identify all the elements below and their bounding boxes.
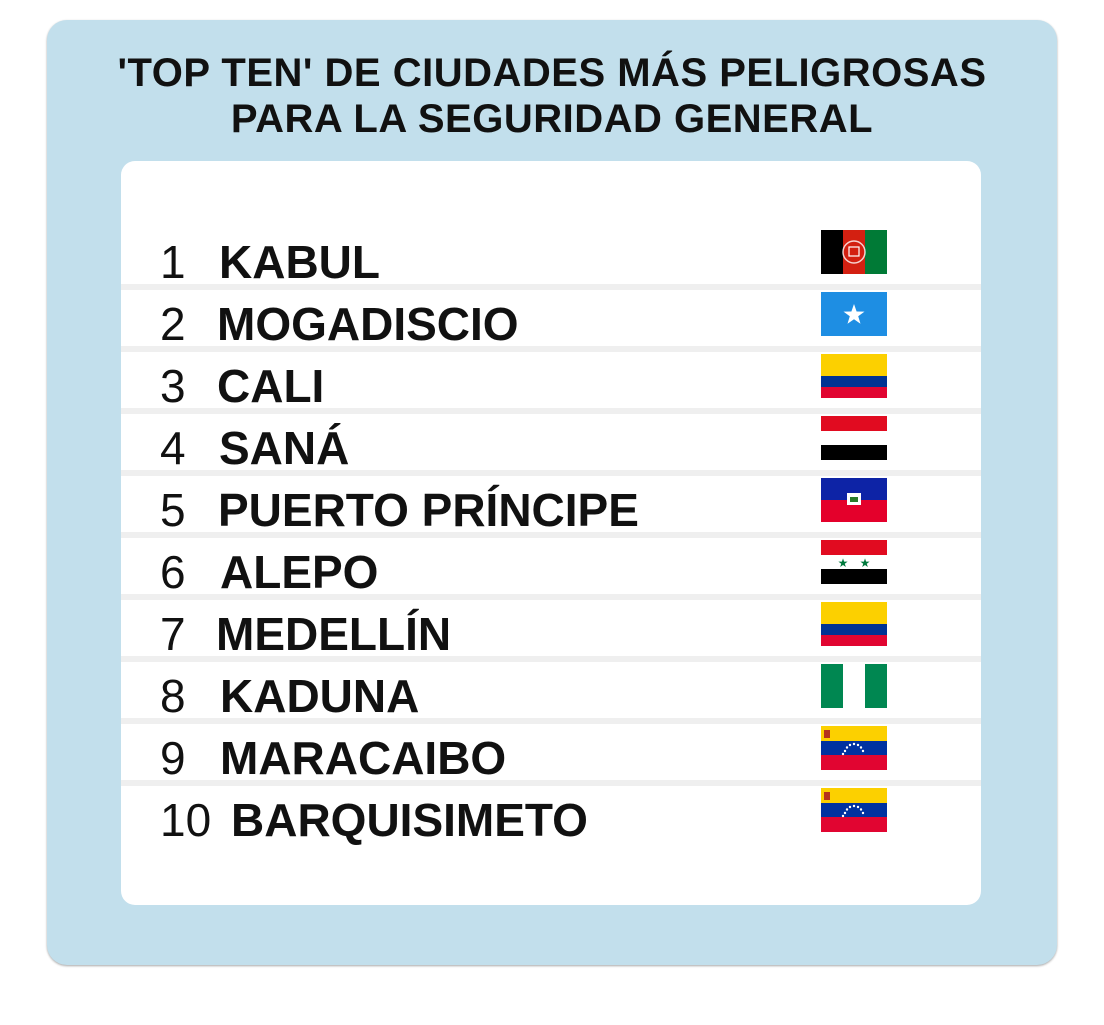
row-separator bbox=[121, 656, 981, 662]
haiti-flag-icon bbox=[821, 478, 887, 522]
nigeria-flag-icon bbox=[821, 664, 887, 708]
rank-number: 2 bbox=[160, 298, 186, 350]
row-separator bbox=[121, 408, 981, 414]
yemen-flag-icon bbox=[821, 416, 887, 460]
city-name: MEDELLÍN bbox=[216, 608, 452, 660]
ranking-row: 2 MOGADISCIO bbox=[121, 290, 981, 352]
row-separator bbox=[121, 470, 981, 476]
rank-number: 9 bbox=[160, 732, 186, 784]
row-separator bbox=[121, 532, 981, 538]
city-name: KADUNA bbox=[220, 670, 420, 722]
syria-flag-icon: ★ ★ bbox=[821, 540, 887, 584]
ranking-row: 3 CALI bbox=[121, 352, 981, 414]
rank-number: 5 bbox=[160, 484, 186, 536]
ranking-row: 9 MARACAIBO bbox=[121, 724, 981, 786]
city-name: MARACAIBO bbox=[220, 732, 507, 784]
svg-text:★: ★ bbox=[838, 556, 849, 570]
colombia-flag-icon bbox=[821, 354, 887, 398]
ranking-row: 6 ALEPO ★ ★ bbox=[121, 538, 981, 600]
row-separator bbox=[121, 284, 981, 290]
ranking-row: 7 MEDELLÍN bbox=[121, 600, 981, 662]
city-name: PUERTO PRÍNCIPE bbox=[218, 484, 639, 536]
city-name: KABUL bbox=[219, 236, 380, 288]
rank-number: 10 bbox=[160, 794, 212, 846]
row-separator bbox=[121, 346, 981, 352]
row-separator bbox=[121, 594, 981, 600]
rank-number: 4 bbox=[160, 422, 186, 474]
rank-number: 3 bbox=[160, 360, 186, 412]
row-separator bbox=[121, 718, 981, 724]
rank-number: 8 bbox=[160, 670, 186, 722]
ranking-row: 10 BARQUISIMETO bbox=[121, 786, 981, 848]
afghanistan-flag-icon bbox=[821, 230, 887, 274]
ranking-row: 8 KADUNA bbox=[121, 662, 981, 724]
venezuela-flag-icon bbox=[821, 726, 887, 770]
ranking-row: 4 SANÁ bbox=[121, 414, 981, 476]
title-line-2: PARA LA SEGURIDAD GENERAL bbox=[230, 97, 874, 141]
rank-number: 7 bbox=[160, 608, 186, 660]
svg-text:★: ★ bbox=[860, 556, 871, 570]
ranking-row: 1 KABUL bbox=[121, 228, 981, 290]
venezuela-flag-icon bbox=[821, 788, 887, 832]
ranking-row: 5 PUERTO PRÍNCIPE bbox=[121, 476, 981, 538]
city-name: CALI bbox=[217, 360, 325, 412]
title-line-1: 'TOP TEN' DE CIUDADES MÁS PELIGROSAS bbox=[117, 51, 987, 95]
somalia-flag-icon bbox=[821, 292, 887, 336]
city-name: ALEPO bbox=[220, 546, 379, 598]
rank-number: 6 bbox=[160, 546, 186, 598]
city-name: SANÁ bbox=[219, 422, 350, 474]
colombia-flag-icon bbox=[821, 602, 887, 646]
city-name: BARQUISIMETO bbox=[231, 794, 588, 846]
rank-number: 1 bbox=[160, 236, 186, 288]
city-name: MOGADISCIO bbox=[217, 298, 519, 350]
infographic-title: 'TOP TEN' DE CIUDADES MÁS PELIGROSAS PAR… bbox=[47, 50, 1057, 142]
ranking-card: 1 KABUL 2 MOGADISCIO 3 CALI 4 SANÁ 5 PUERTO PRÍNC… bbox=[121, 161, 981, 905]
row-separator bbox=[121, 780, 981, 786]
infographic-panel: 'TOP TEN' DE CIUDADES MÁS PELIGROSAS PAR… bbox=[47, 20, 1057, 965]
